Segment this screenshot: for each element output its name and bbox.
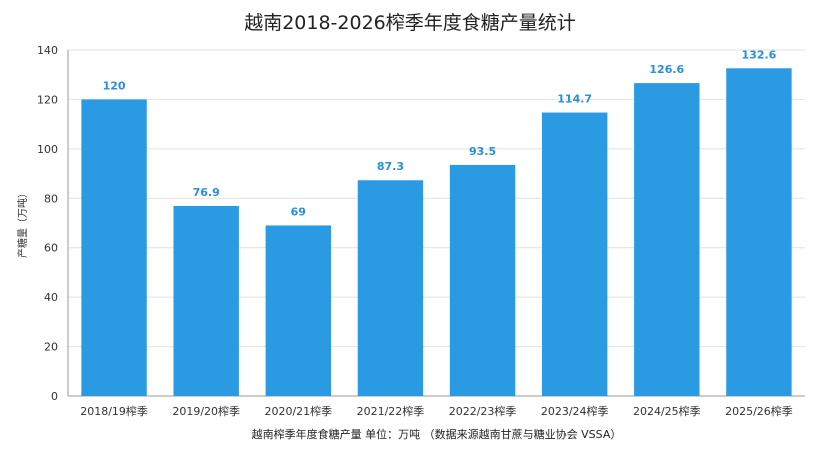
bar [81, 99, 147, 396]
bar-value-label: 126.6 [649, 63, 684, 76]
y-tick-label: 20 [44, 341, 58, 354]
x-tick-label: 2020/21榨季 [264, 404, 332, 418]
bar [265, 225, 332, 396]
y-tick-label: 40 [44, 291, 58, 304]
y-tick-label: 60 [44, 242, 58, 255]
x-tick-label: 2021/22榨季 [357, 404, 425, 418]
x-tick-label: 2019/20榨季 [172, 404, 240, 418]
chart-title: 越南2018-2026榨季年度食糖产量统计 [244, 12, 576, 34]
y-tick-label: 80 [44, 192, 58, 205]
bar-value-label: 93.5 [469, 145, 496, 158]
y-tick-label: 140 [37, 44, 58, 57]
y-tick-label: 120 [37, 93, 58, 106]
y-tick-label: 0 [51, 390, 58, 403]
bar-value-label: 120 [103, 79, 126, 92]
bar-value-label: 76.9 [193, 186, 220, 199]
bar [541, 112, 608, 396]
bar [357, 180, 424, 396]
bar [634, 83, 700, 397]
bar [449, 164, 516, 396]
x-tick-label: 2018/19榨季 [80, 404, 148, 418]
bar-value-label: 69 [291, 205, 306, 218]
bar-value-label: 132.6 [742, 48, 777, 61]
bar-value-label: 87.3 [377, 160, 404, 173]
bar [726, 68, 792, 396]
x-tick-label: 2024/25榨季 [633, 404, 701, 418]
bar [173, 205, 239, 396]
x-axis-title: 越南榨季年度食糖产量 单位：万吨 （数据来源越南甘蔗与糖业协会 VSSA） [252, 427, 622, 441]
x-tick-label: 2022/23榨季 [449, 404, 517, 418]
x-tick-label: 2025/26榨季 [725, 404, 793, 418]
bar-value-label: 114.7 [557, 93, 592, 106]
x-tick-label: 2023/24榨季 [541, 404, 609, 418]
y-tick-label: 100 [37, 143, 58, 156]
y-axis-title: 产糖量（万吨） [16, 188, 29, 258]
